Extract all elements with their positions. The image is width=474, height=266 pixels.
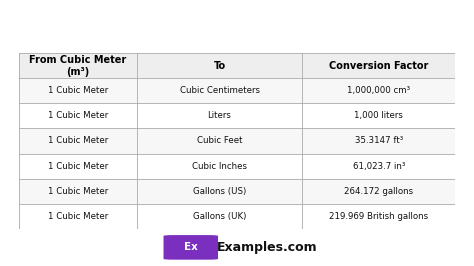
Bar (19, 103, 455, 128)
Bar (19, 128, 455, 153)
Bar (19, 178, 455, 204)
Text: Examples.com: Examples.com (217, 241, 318, 254)
Text: Gallons (US): Gallons (US) (193, 187, 246, 196)
Text: 1 Cubic Meter: 1 Cubic Meter (48, 187, 108, 196)
Text: Cubic Feet: Cubic Feet (197, 136, 242, 146)
Text: Ex: Ex (184, 242, 198, 252)
Bar (19, 78, 455, 103)
Bar (19, 153, 455, 178)
Text: 61,023.7 in³: 61,023.7 in³ (353, 161, 405, 171)
Text: 1 Cubic Meter: 1 Cubic Meter (48, 212, 108, 221)
Text: 219.969 British gallons: 219.969 British gallons (329, 212, 428, 221)
FancyBboxPatch shape (164, 235, 218, 260)
Text: 1 Cubic Meter: 1 Cubic Meter (48, 136, 108, 146)
Text: 1 Cubic Meter: 1 Cubic Meter (48, 111, 108, 120)
Bar (19, 53, 455, 78)
Text: Gallons (UK): Gallons (UK) (193, 212, 246, 221)
Text: Liters: Liters (208, 111, 231, 120)
Text: 264.172 gallons: 264.172 gallons (344, 187, 413, 196)
Text: To: To (213, 61, 226, 71)
Text: From Cubic Meter
(m³): From Cubic Meter (m³) (29, 55, 127, 77)
Text: Conversion Factor: Conversion Factor (329, 61, 428, 71)
Text: Cubic Centimeters: Cubic Centimeters (180, 86, 260, 95)
Text: Cubic Inches: Cubic Inches (192, 161, 247, 171)
Text: 1,000 liters: 1,000 liters (354, 111, 403, 120)
Text: 35.3147 ft³: 35.3147 ft³ (355, 136, 403, 146)
Text: 1 Cubic Meter: 1 Cubic Meter (48, 161, 108, 171)
Text: Conversion of Cubic meter into Other Units: Conversion of Cubic meter into Other Uni… (41, 16, 433, 31)
Text: 1,000,000 cm³: 1,000,000 cm³ (347, 86, 410, 95)
Text: 1 Cubic Meter: 1 Cubic Meter (48, 86, 108, 95)
Bar (19, 204, 455, 229)
